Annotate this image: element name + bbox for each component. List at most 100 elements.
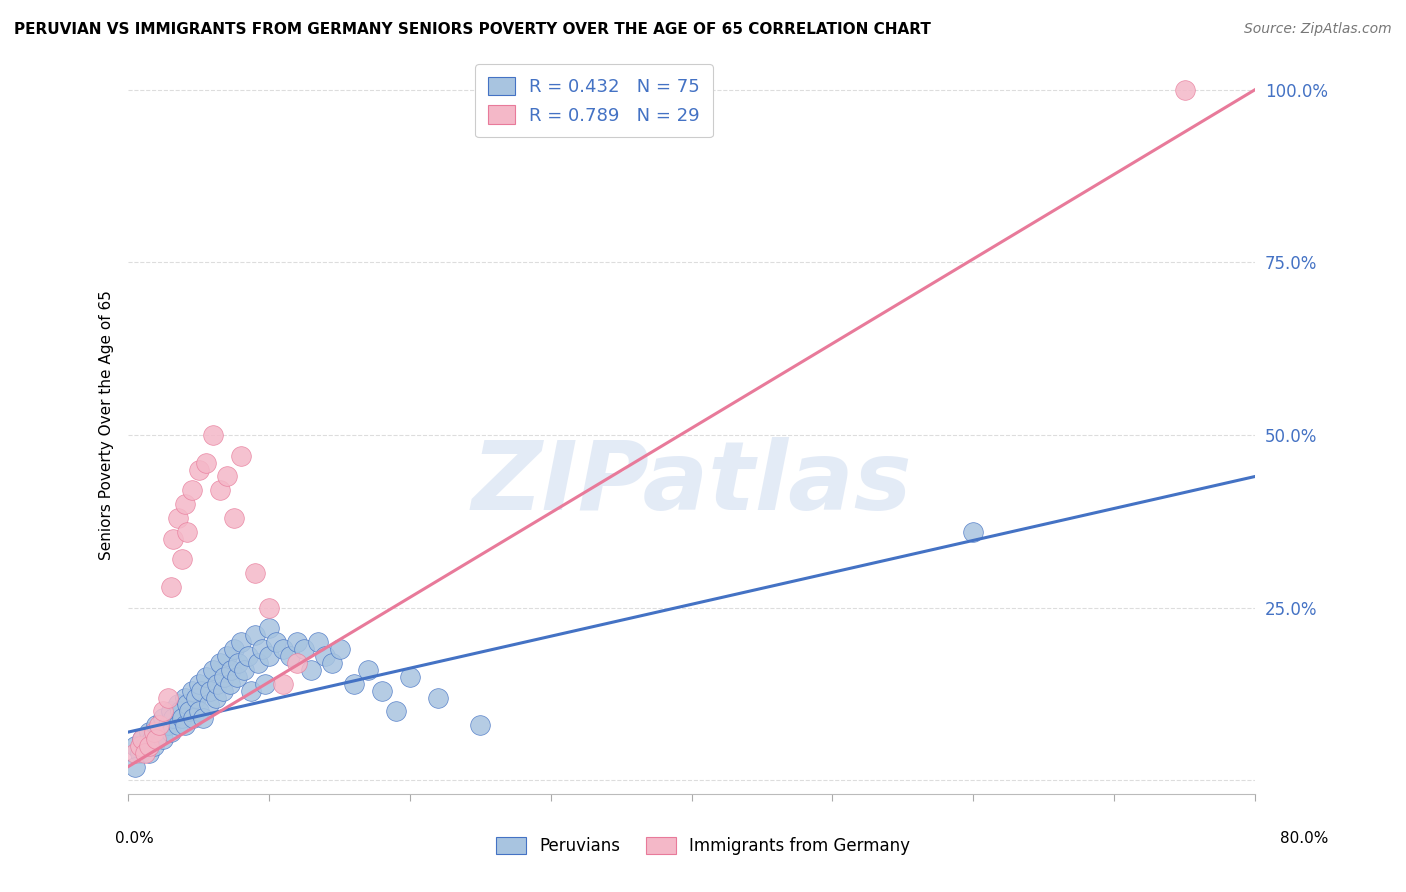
Point [191, 711, 214, 725]
Point [176, 698, 198, 712]
Point [292, 642, 315, 657]
Point [1174, 83, 1197, 97]
Point [285, 656, 308, 670]
Point [184, 690, 207, 705]
Point [180, 483, 202, 498]
Point [232, 663, 254, 677]
Point [197, 698, 219, 712]
Point [229, 635, 252, 649]
Point [148, 725, 170, 739]
Point [131, 731, 153, 746]
Point [159, 704, 181, 718]
Legend: R = 0.432   N = 75, R = 0.789   N = 29: R = 0.432 N = 75, R = 0.789 N = 29 [475, 64, 713, 137]
Point [314, 649, 336, 664]
Point [257, 622, 280, 636]
Point [264, 635, 287, 649]
Point [173, 690, 195, 705]
Point [134, 746, 156, 760]
Point [166, 718, 188, 732]
Point [159, 580, 181, 594]
Point [246, 656, 269, 670]
Point [148, 718, 170, 732]
Point [243, 566, 266, 581]
Point [321, 656, 343, 670]
Point [124, 746, 146, 760]
Point [215, 469, 238, 483]
Point [131, 731, 153, 746]
Text: Source: ZipAtlas.com: Source: ZipAtlas.com [1244, 22, 1392, 37]
Point [198, 683, 221, 698]
Point [124, 759, 146, 773]
Point [194, 456, 217, 470]
Point [128, 739, 150, 753]
Point [328, 642, 350, 657]
Point [225, 670, 247, 684]
Point [205, 676, 228, 690]
Point [170, 711, 193, 725]
Point [152, 731, 174, 746]
Point [156, 690, 179, 705]
Point [187, 704, 209, 718]
Point [212, 670, 235, 684]
Point [141, 731, 163, 746]
Point [138, 725, 160, 739]
Point [190, 683, 212, 698]
Legend: Peruvians, Immigrants from Germany: Peruvians, Immigrants from Germany [489, 830, 917, 862]
Point [253, 676, 276, 690]
Point [229, 449, 252, 463]
Point [222, 642, 245, 657]
Point [162, 711, 184, 725]
Point [385, 704, 408, 718]
Point [342, 676, 364, 690]
Point [250, 642, 273, 657]
Point [257, 600, 280, 615]
Y-axis label: Seniors Poverty Over the Age of 65: Seniors Poverty Over the Age of 65 [100, 290, 114, 559]
Point [181, 711, 204, 725]
Point [187, 462, 209, 476]
Point [271, 642, 294, 657]
Point [226, 656, 249, 670]
Point [156, 718, 179, 732]
Point [173, 718, 195, 732]
Point [307, 635, 329, 649]
Point [145, 718, 167, 732]
Point [427, 690, 450, 705]
Point [257, 649, 280, 664]
Point [176, 524, 198, 539]
Point [208, 483, 231, 498]
Point [201, 663, 224, 677]
Point [166, 511, 188, 525]
Point [180, 683, 202, 698]
Point [173, 497, 195, 511]
Point [134, 739, 156, 753]
Point [271, 676, 294, 690]
Point [152, 704, 174, 718]
Point [243, 628, 266, 642]
Point [962, 524, 984, 539]
Point [128, 746, 150, 760]
Point [399, 670, 422, 684]
Point [166, 698, 188, 712]
Point [201, 428, 224, 442]
Point [138, 739, 160, 753]
Point [215, 649, 238, 664]
Point [211, 683, 233, 698]
Text: ZIPatlas: ZIPatlas [471, 437, 912, 531]
Point [278, 649, 301, 664]
Point [357, 663, 380, 677]
Point [142, 739, 165, 753]
Text: PERUVIAN VS IMMIGRANTS FROM GERMANY SENIORS POVERTY OVER THE AGE OF 65 CORRELATI: PERUVIAN VS IMMIGRANTS FROM GERMANY SENI… [14, 22, 931, 37]
Point [204, 690, 226, 705]
Point [169, 704, 191, 718]
Point [145, 731, 167, 746]
Point [239, 683, 262, 698]
Point [219, 663, 242, 677]
Point [142, 725, 165, 739]
Point [208, 656, 231, 670]
Point [124, 739, 146, 753]
Point [177, 704, 200, 718]
Point [222, 511, 245, 525]
Point [187, 676, 209, 690]
Text: 0.0%: 0.0% [115, 831, 155, 846]
Point [285, 635, 308, 649]
